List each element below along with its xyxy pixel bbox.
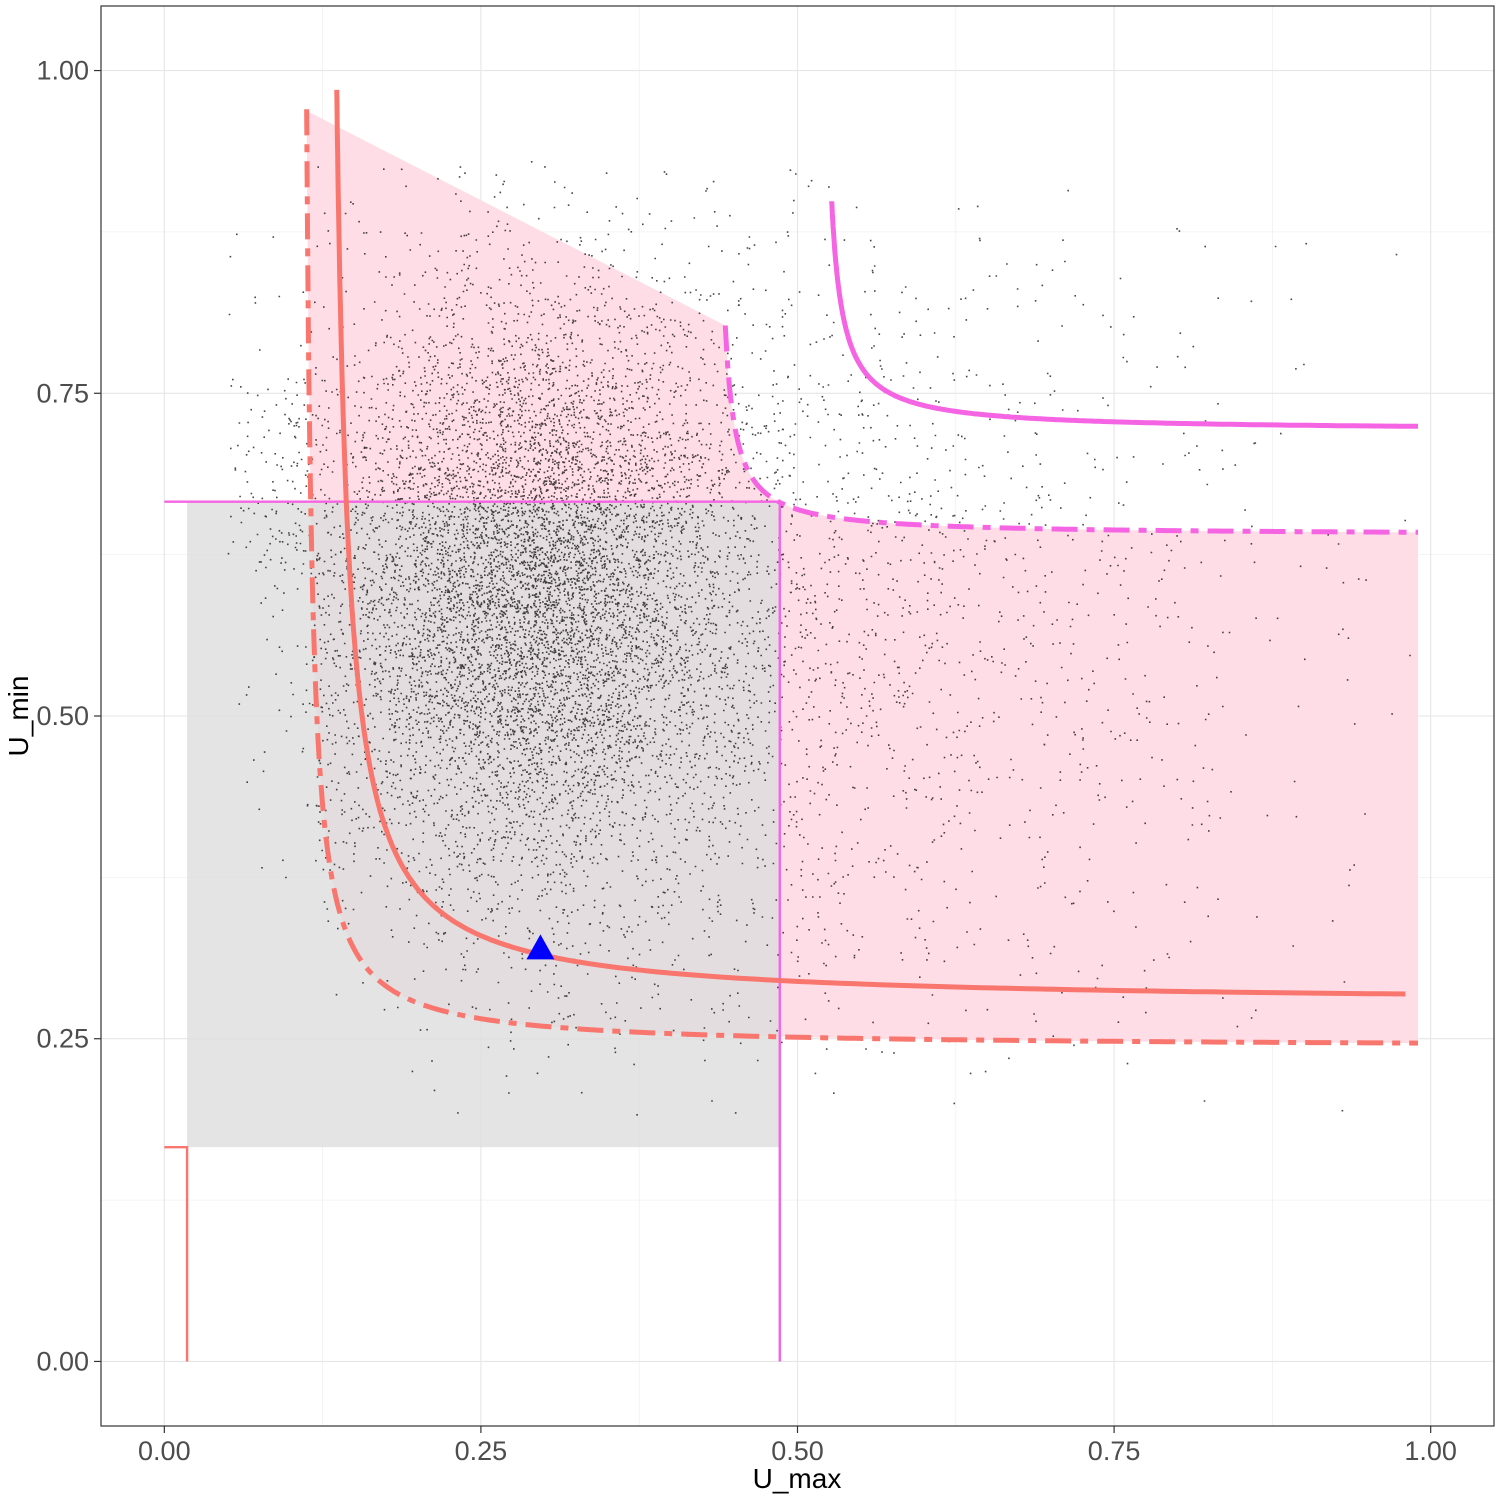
y-axis-title: U_min xyxy=(3,676,34,757)
pink-solid-curve xyxy=(829,198,1418,429)
x-axis-title: U_max xyxy=(753,1463,842,1494)
salmon-dashed-curve xyxy=(304,108,1419,1046)
salmon-step-line xyxy=(164,1145,189,1362)
x-tick-label: 0.25 xyxy=(455,1436,508,1466)
y-tick-label: 0.75 xyxy=(36,378,89,408)
y-tick-label: 0.00 xyxy=(36,1346,89,1376)
x-tick-label: 0.75 xyxy=(1088,1436,1141,1466)
y-tick-label: 0.25 xyxy=(36,1024,89,1054)
x-tick-label: 0.00 xyxy=(138,1436,191,1466)
x-axis-ticks: 0.00 0.25 0.50 0.75 1.00 xyxy=(138,1426,1457,1466)
x-tick-label: 1.00 xyxy=(1404,1436,1457,1466)
y-axis-ticks: 0.00 0.25 0.50 0.75 1.00 xyxy=(36,56,101,1376)
x-tick-label: 0.50 xyxy=(771,1436,824,1466)
y-tick-label: 0.50 xyxy=(36,701,89,731)
y-tick-label: 1.00 xyxy=(36,56,89,86)
indifference-curves xyxy=(164,88,1419,1362)
marker-layer xyxy=(526,934,555,960)
grey-rectangle-region xyxy=(187,501,780,1148)
salmon-solid-curve xyxy=(334,88,1406,997)
pink-dashed-curve xyxy=(722,323,1418,535)
marker-triangle xyxy=(526,934,555,960)
shaded-regions xyxy=(187,109,1419,1148)
